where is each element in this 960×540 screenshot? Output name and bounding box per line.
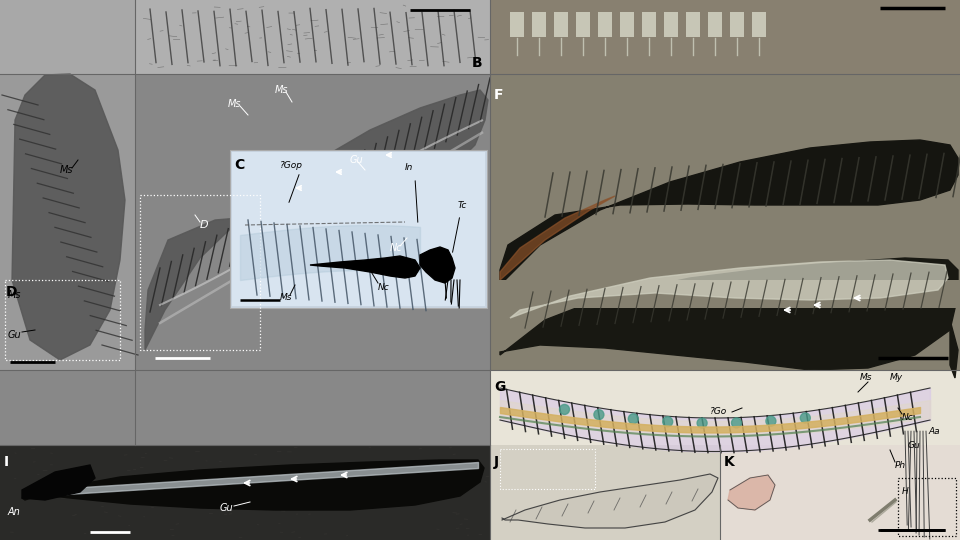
Text: Nc: Nc — [902, 414, 914, 422]
Text: D: D — [6, 285, 17, 299]
Text: Gu: Gu — [350, 155, 364, 165]
Text: J: J — [494, 455, 499, 469]
Bar — [490, 280, 960, 308]
Polygon shape — [510, 260, 948, 318]
Polygon shape — [145, 90, 488, 350]
Text: Ms: Ms — [280, 294, 293, 302]
Text: Tc: Tc — [458, 200, 468, 210]
Bar — [730, 12, 744, 37]
Text: Gu: Gu — [908, 442, 921, 450]
Text: An: An — [8, 507, 21, 517]
Text: F: F — [494, 88, 503, 102]
Polygon shape — [500, 258, 958, 370]
Polygon shape — [420, 247, 455, 283]
Polygon shape — [728, 475, 775, 510]
Text: Ms: Ms — [228, 99, 242, 109]
Bar — [708, 12, 722, 37]
Text: I: I — [4, 455, 10, 469]
Bar — [576, 12, 590, 37]
Text: Gu: Gu — [220, 503, 233, 513]
Bar — [720, 445, 960, 540]
Polygon shape — [22, 460, 484, 510]
Bar — [0, 445, 490, 540]
Bar — [510, 12, 524, 37]
Circle shape — [697, 418, 708, 428]
Polygon shape — [500, 140, 958, 285]
Circle shape — [594, 410, 604, 420]
Bar — [642, 12, 656, 37]
Circle shape — [766, 416, 776, 426]
Bar — [500, 449, 595, 489]
Polygon shape — [310, 256, 420, 278]
Polygon shape — [22, 465, 95, 500]
Bar — [620, 12, 634, 37]
Text: D: D — [200, 220, 208, 230]
Bar — [664, 12, 678, 37]
Text: ?Go: ?Go — [710, 408, 728, 416]
Bar — [490, 445, 720, 540]
Bar — [752, 12, 766, 37]
Text: ?Gop: ?Gop — [280, 160, 303, 170]
Text: Ms: Ms — [275, 85, 289, 95]
Text: G: G — [494, 380, 505, 394]
Text: Nc: Nc — [378, 284, 390, 293]
Circle shape — [732, 418, 741, 428]
Bar — [0, 74, 135, 370]
Text: Ms: Ms — [60, 165, 74, 175]
Circle shape — [662, 417, 673, 427]
Bar — [532, 12, 546, 37]
Bar — [686, 12, 700, 37]
Text: H: H — [902, 488, 909, 496]
Polygon shape — [12, 74, 125, 360]
Bar — [490, 0, 960, 74]
Polygon shape — [502, 474, 718, 528]
Bar — [490, 370, 960, 540]
Text: In: In — [405, 164, 414, 172]
Circle shape — [560, 404, 569, 414]
Text: Aa: Aa — [928, 428, 940, 436]
Polygon shape — [500, 196, 615, 280]
Polygon shape — [950, 320, 958, 378]
Bar — [0, 0, 135, 74]
Text: My: My — [890, 374, 903, 382]
Bar — [490, 74, 960, 370]
Text: Ph: Ph — [895, 461, 906, 469]
Text: Gu: Gu — [8, 330, 22, 340]
Text: Nc: Nc — [390, 243, 402, 253]
Bar — [598, 12, 612, 37]
Bar — [135, 74, 490, 370]
Text: C: C — [234, 158, 244, 172]
Bar — [5, 280, 120, 360]
Text: K: K — [724, 455, 734, 469]
Bar — [232, 152, 485, 306]
Text: Ms: Ms — [860, 374, 873, 382]
Bar — [140, 195, 260, 350]
Text: Ms: Ms — [8, 290, 21, 300]
Bar — [135, 0, 490, 74]
Circle shape — [801, 413, 810, 423]
Bar — [230, 150, 487, 308]
Bar — [554, 12, 568, 37]
Text: B: B — [472, 56, 483, 70]
Circle shape — [628, 414, 638, 424]
Bar — [898, 478, 956, 536]
